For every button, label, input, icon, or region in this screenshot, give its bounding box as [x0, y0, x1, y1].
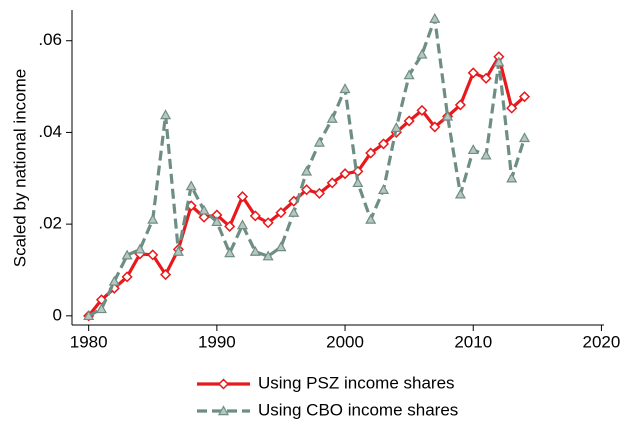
x-tick-label: 2010 [454, 332, 492, 351]
point-marker [198, 211, 210, 223]
point-marker [121, 249, 133, 260]
point-marker [160, 269, 172, 281]
point-marker [429, 121, 441, 133]
point-marker [519, 132, 531, 143]
point-marker [506, 102, 518, 114]
point-marker [326, 112, 338, 123]
point-marker [313, 187, 325, 199]
point-marker [288, 206, 300, 217]
point-marker [147, 213, 159, 224]
point-marker [275, 241, 287, 252]
legend-marker [217, 378, 230, 390]
point-marker [326, 177, 338, 189]
x-tick-label: 1980 [70, 332, 108, 351]
point-marker [301, 184, 313, 196]
point-marker [339, 83, 351, 94]
point-marker [377, 138, 390, 150]
point-marker [429, 12, 441, 23]
y-tick-label: .06 [38, 30, 62, 49]
point-marker [403, 115, 415, 127]
x-tick-label: 2020 [583, 332, 621, 351]
point-marker [339, 168, 351, 180]
point-marker [467, 144, 479, 155]
point-marker [403, 69, 415, 80]
point-marker [365, 147, 377, 159]
point-marker [506, 172, 518, 183]
point-marker [480, 72, 492, 84]
point-marker [313, 136, 325, 147]
y-tick-label: 0 [53, 305, 62, 324]
legend-marker [217, 405, 230, 416]
y-axis-label: Scaled by national income [10, 69, 29, 267]
point-marker [365, 213, 377, 224]
point-marker [275, 207, 287, 219]
point-marker [262, 250, 274, 261]
point-marker [224, 220, 236, 232]
point-marker [377, 184, 390, 194]
point-marker [518, 91, 531, 103]
point-marker [211, 216, 223, 227]
point-marker [262, 217, 274, 229]
point-marker [416, 104, 428, 116]
point-marker [147, 249, 159, 261]
point-marker [172, 245, 184, 256]
point-marker [454, 188, 466, 199]
point-marker [108, 275, 120, 286]
point-marker [249, 210, 261, 222]
point-marker [236, 191, 249, 203]
point-marker [224, 247, 236, 258]
point-marker [134, 243, 146, 254]
point-marker [236, 219, 249, 230]
point-marker [416, 48, 428, 59]
point-marker [352, 177, 364, 188]
point-marker [185, 180, 197, 191]
point-marker [480, 149, 492, 160]
legend-label: Using PSZ income shares [258, 373, 455, 392]
point-marker [467, 67, 479, 79]
point-marker [390, 122, 402, 133]
point-marker [454, 99, 466, 111]
point-marker [493, 56, 505, 67]
point-marker [249, 245, 261, 256]
point-marker [83, 310, 95, 321]
point-marker [160, 109, 172, 120]
x-tick-label: 2000 [326, 332, 364, 351]
point-marker [121, 271, 133, 283]
y-tick-label: .02 [38, 214, 62, 233]
legend-label: Using CBO income shares [258, 400, 458, 419]
point-marker [301, 165, 313, 176]
point-marker [198, 204, 210, 215]
point-marker [442, 110, 454, 121]
x-tick-label: 1990 [198, 332, 236, 351]
point-marker [95, 303, 108, 314]
y-tick-label: .04 [38, 122, 62, 141]
